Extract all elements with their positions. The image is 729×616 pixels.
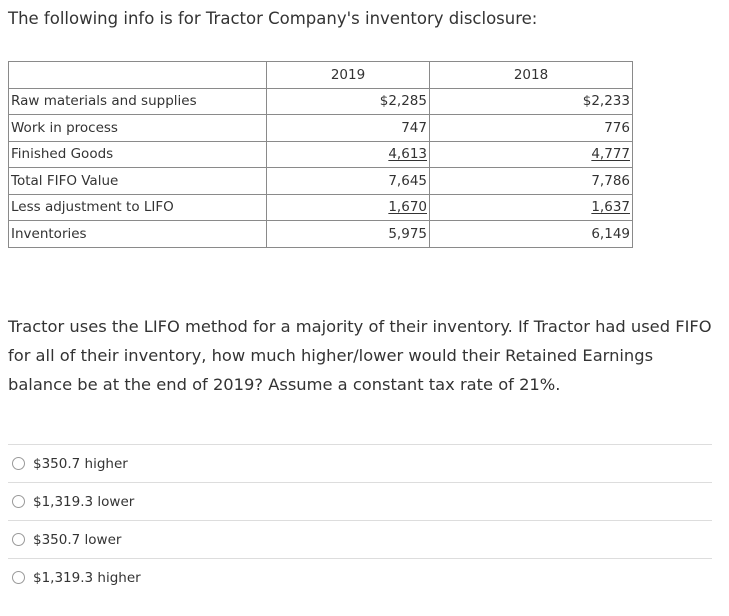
cell-2019: 4,613 — [266, 140, 430, 168]
value-2018: 7,786 — [591, 172, 630, 189]
cell-2019: $2,285 — [266, 87, 430, 115]
inventory-table: 2019 2018 Raw materials and supplies $2,… — [8, 61, 633, 248]
value-2018: $2,233 — [582, 93, 630, 110]
radio-button[interactable] — [12, 533, 25, 546]
value-2018: 4,777 — [591, 146, 630, 163]
table-header-row: 2019 2018 — [8, 61, 633, 89]
cell-2018: $2,233 — [429, 87, 633, 115]
cell-2018: 7,786 — [429, 167, 633, 195]
table-row: Raw materials and supplies $2,285 $2,233 — [8, 87, 633, 115]
row-label: Work in process — [8, 114, 267, 142]
cell-2018: 4,777 — [429, 140, 633, 168]
answer-label[interactable]: $350.7 lower — [33, 531, 122, 548]
table-row: Work in process 747 776 — [8, 114, 633, 142]
answer-label[interactable]: $1,319.3 higher — [33, 569, 141, 586]
cell-2019: 7,645 — [266, 167, 430, 195]
cell-2019: 5,975 — [266, 220, 430, 248]
answer-option[interactable]: $350.7 lower — [8, 520, 712, 558]
answer-option[interactable]: $350.7 higher — [8, 444, 712, 482]
value-2018: 1,637 — [591, 199, 630, 216]
answer-label[interactable]: $1,319.3 lower — [33, 493, 135, 510]
answer-option[interactable]: $1,319.3 higher — [8, 558, 712, 596]
cell-2019: 747 — [266, 114, 430, 142]
answer-option[interactable]: $1,319.3 lower — [8, 482, 712, 520]
header-2019: 2019 — [266, 61, 430, 89]
table-row: Total FIFO Value 7,645 7,786 — [8, 167, 633, 195]
row-label: Total FIFO Value — [8, 167, 267, 195]
value-2019: $2,285 — [379, 93, 427, 110]
intro-text: The following info is for Tractor Compan… — [8, 9, 538, 28]
answer-label[interactable]: $350.7 higher — [33, 455, 128, 472]
table-row: Less adjustment to LIFO 1,670 1,637 — [8, 193, 633, 221]
row-label: Raw materials and supplies — [8, 87, 267, 115]
row-label: Finished Goods — [8, 140, 267, 168]
value-2018: 6,149 — [591, 225, 630, 242]
radio-button[interactable] — [12, 457, 25, 470]
cell-2018: 6,149 — [429, 220, 633, 248]
value-2018: 776 — [604, 119, 630, 136]
cell-2018: 1,637 — [429, 193, 633, 221]
value-2019: 1,670 — [388, 199, 427, 216]
value-2019: 747 — [401, 119, 427, 136]
cell-2018: 776 — [429, 114, 633, 142]
value-2019: 5,975 — [388, 225, 427, 242]
header-label — [8, 61, 267, 89]
cell-2019: 1,670 — [266, 193, 430, 221]
radio-button[interactable] — [12, 495, 25, 508]
question-text: Tractor uses the LIFO method for a major… — [8, 317, 712, 394]
value-2019: 7,645 — [388, 172, 427, 189]
value-2019: 4,613 — [388, 146, 427, 163]
row-label: Inventories — [8, 220, 267, 248]
answer-choices: $350.7 higher $1,319.3 lower $350.7 lowe… — [8, 444, 712, 596]
radio-button[interactable] — [12, 571, 25, 584]
header-2018: 2018 — [429, 61, 633, 89]
table-row: Finished Goods 4,613 4,777 — [8, 140, 633, 168]
table-row: Inventories 5,975 6,149 — [8, 220, 633, 248]
row-label: Less adjustment to LIFO — [8, 193, 267, 221]
